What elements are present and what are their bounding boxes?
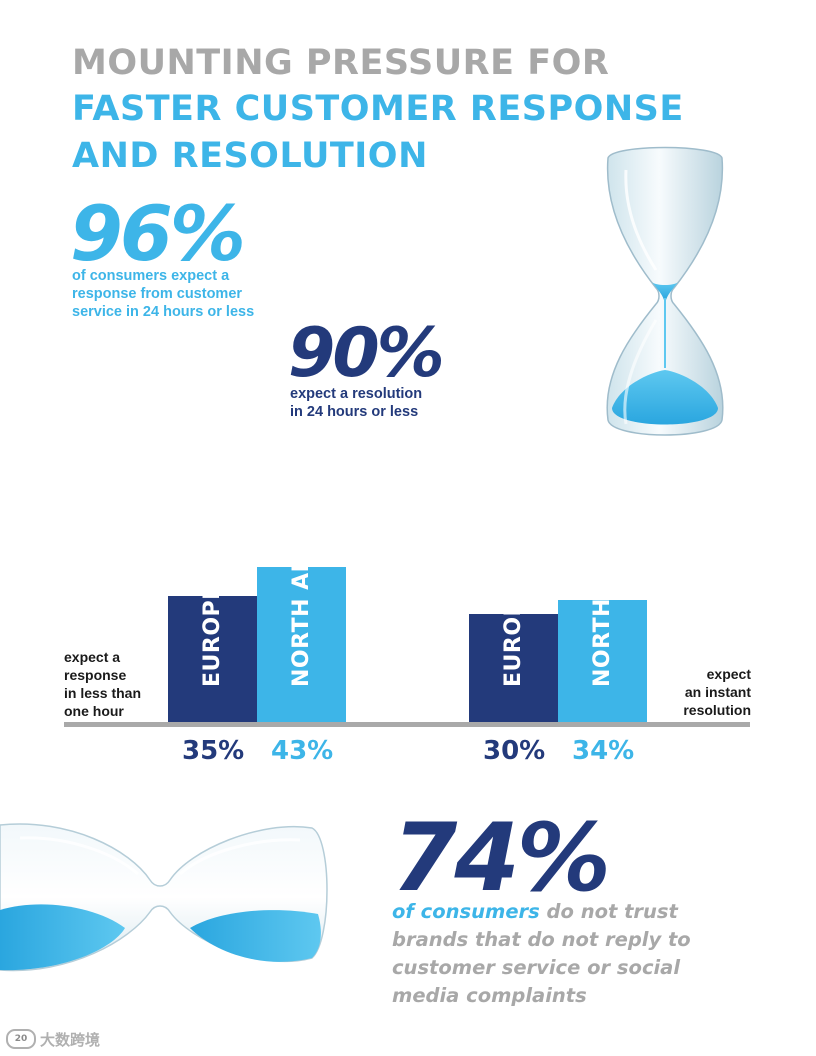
chart1-group-label: expect a response in less than one hour	[64, 648, 141, 720]
stat-96-caption-line: of consumers expect a	[72, 268, 230, 284]
chart2-value-label: 34%	[572, 736, 635, 766]
watermark-badge: 20	[6, 1029, 36, 1049]
stat-74-caption-line: of consumers do not trust	[392, 898, 792, 926]
title-line-1: MOUNTING PRESSURE FOR	[72, 43, 610, 83]
chart1-bar-north-america	[257, 567, 346, 722]
chart2-bar-category-label: EUROPE	[501, 584, 526, 687]
hourglass-upright-icon	[606, 146, 724, 436]
watermark: 20 大数跨境	[6, 1028, 100, 1050]
title-line-3: AND RESOLUTION	[72, 136, 428, 176]
chart2-group-label: expect an instant resolution	[676, 665, 751, 719]
stat-90-value: 90%	[288, 314, 445, 393]
stat-74-caption-line: media complaints	[392, 984, 587, 1007]
stat-74-caption-line: customer service or social	[392, 956, 681, 979]
stat-96-caption-line: service in 24 hours or less	[72, 304, 255, 320]
stat-90-caption-line: in 24 hours or less	[290, 404, 419, 420]
stat-74-caption-highlight: of consumers	[392, 900, 540, 923]
hourglass-tilted-icon	[0, 823, 328, 972]
stat-90-caption-line: expect a resolution	[290, 386, 423, 402]
stat-96-caption-line: response from customer	[72, 286, 243, 302]
chart2-bar-north-america	[558, 600, 647, 722]
chart1-group-label-line: response	[64, 667, 127, 683]
stat-96-caption: of consumers expect a response from cust…	[72, 267, 254, 321]
chart1-bar-category-label: NORTH AMERICA	[289, 474, 314, 687]
chart2-group-label-line: an instant	[684, 684, 751, 700]
stat-96-value: 96%	[70, 189, 246, 278]
chart1-group-label-line: in less than	[64, 685, 142, 701]
chart1-bar-europe	[168, 596, 257, 722]
title-line-2: FASTER CUSTOMER RESPONSE	[72, 89, 684, 129]
stat-74-caption: of consumers do not trust brands that do…	[392, 898, 792, 1010]
chart1-bar-category-label: EUROPE	[200, 584, 225, 687]
chart1-group-label-line: expect a	[64, 649, 121, 665]
chart2-bar-europe	[469, 614, 558, 722]
chart2-group-label-line: expect	[706, 666, 751, 682]
chart1-value-label: 43%	[271, 736, 334, 766]
chart2-value-label: 30%	[483, 736, 546, 766]
stat-74-caption-rest: do not trust	[539, 900, 678, 923]
stat-74-value: 74%	[392, 804, 611, 913]
watermark-text: 大数跨境	[40, 1030, 101, 1049]
stat-90-caption: expect a resolution in 24 hours or less	[290, 385, 422, 421]
chart-baseline	[64, 722, 750, 727]
chart2-group-label-line: resolution	[683, 702, 751, 718]
chart2-bar-category-label: NORTH AMERICA	[590, 474, 615, 687]
chart1-value-label: 35%	[182, 736, 245, 766]
chart1-group-label-line: one hour	[64, 703, 124, 719]
stat-74-caption-line: brands that do not reply to	[392, 928, 691, 951]
